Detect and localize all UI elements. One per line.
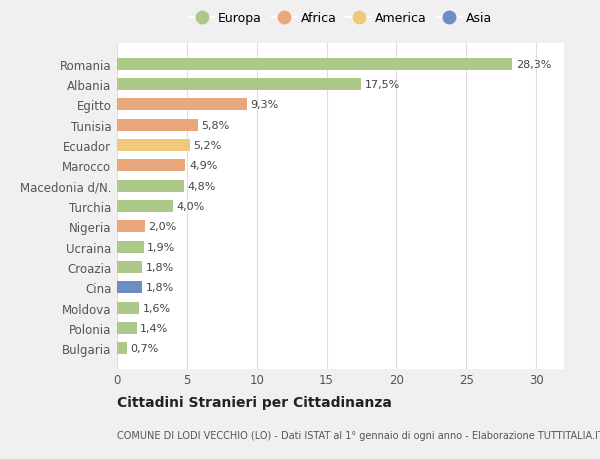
- Legend: Europa, Africa, America, Asia: Europa, Africa, America, Asia: [189, 12, 492, 25]
- Bar: [117, 78, 361, 91]
- Bar: [117, 322, 137, 335]
- Text: 4,9%: 4,9%: [189, 161, 217, 171]
- Text: 4,0%: 4,0%: [176, 202, 205, 212]
- Bar: [117, 241, 143, 253]
- Text: 5,2%: 5,2%: [193, 141, 221, 151]
- Text: 0,7%: 0,7%: [130, 344, 158, 353]
- Bar: [117, 261, 142, 274]
- Bar: [117, 160, 185, 172]
- Text: 17,5%: 17,5%: [365, 80, 400, 90]
- Bar: [117, 282, 142, 294]
- Text: Cittadini Stranieri per Cittadinanza: Cittadini Stranieri per Cittadinanza: [117, 395, 392, 409]
- Text: 1,8%: 1,8%: [146, 263, 174, 272]
- Bar: [117, 140, 190, 152]
- Text: 5,8%: 5,8%: [202, 120, 230, 130]
- Bar: [117, 180, 184, 192]
- Bar: [117, 58, 512, 71]
- Text: 1,6%: 1,6%: [143, 303, 171, 313]
- Bar: [117, 119, 198, 131]
- Text: 1,9%: 1,9%: [147, 242, 175, 252]
- Bar: [117, 201, 173, 213]
- Bar: [117, 302, 139, 314]
- Text: 9,3%: 9,3%: [250, 100, 278, 110]
- Bar: [117, 342, 127, 355]
- Text: 2,0%: 2,0%: [148, 222, 176, 232]
- Text: 1,4%: 1,4%: [140, 323, 168, 333]
- Text: 28,3%: 28,3%: [516, 60, 551, 69]
- Bar: [117, 99, 247, 111]
- Bar: [117, 221, 145, 233]
- Text: 4,8%: 4,8%: [188, 181, 216, 191]
- Text: 1,8%: 1,8%: [146, 283, 174, 293]
- Text: COMUNE DI LODI VECCHIO (LO) - Dati ISTAT al 1° gennaio di ogni anno - Elaborazio: COMUNE DI LODI VECCHIO (LO) - Dati ISTAT…: [117, 431, 600, 440]
